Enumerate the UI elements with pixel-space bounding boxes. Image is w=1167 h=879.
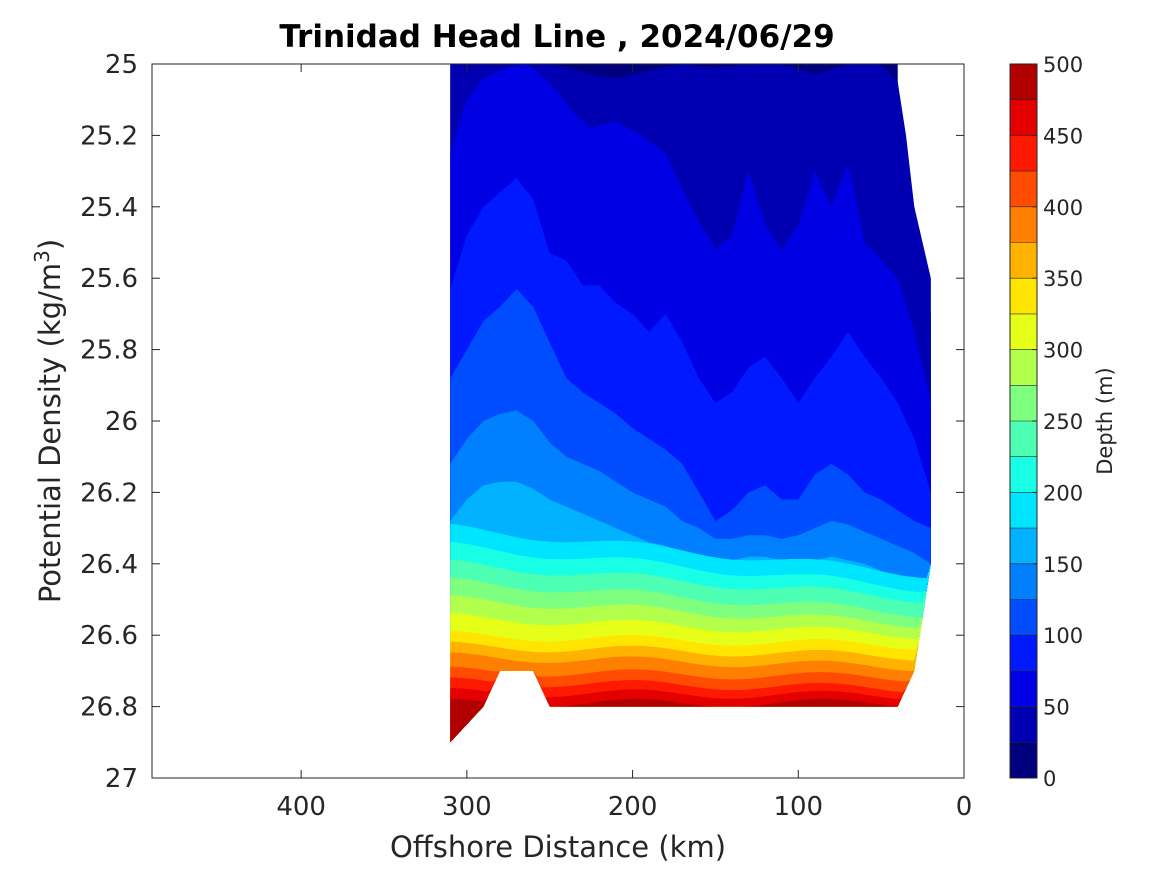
- colorbar-swatch: [1010, 492, 1037, 529]
- colorbar-tick-label: 200: [1043, 481, 1083, 505]
- chart-title: Trinidad Head Line , 2024/06/29: [279, 19, 834, 55]
- x-tick-label: 300: [442, 792, 492, 822]
- contour-band: [450, 563, 931, 743]
- colorbar-swatch: [1010, 135, 1037, 172]
- colorbar-swatch: [1010, 599, 1037, 636]
- y-axis-label: Potential Density (kg/m3): [30, 239, 67, 603]
- colorbar-tick-label: 400: [1043, 196, 1083, 220]
- y-axis: 25 25.2 25.4 25.6 25.8 26 26.2 26.4 26.6 26.8 27: [80, 50, 964, 794]
- colorbar-swatch: [1010, 242, 1037, 279]
- colorbar: 0 50 100 150 200 250 300 350 400 450 500: [1009, 53, 1083, 791]
- y-tick-label: 25: [105, 50, 138, 80]
- colorbar-tick-label: 300: [1043, 339, 1083, 363]
- y-tick-label: 25.8: [80, 336, 138, 366]
- colorbar-tick-label: 100: [1043, 624, 1083, 648]
- colorbar-swatch: [1010, 278, 1037, 314]
- y-tick-label: 26: [105, 407, 138, 437]
- y-tick-label: 25.4: [80, 193, 138, 223]
- y-axis-label-close: ): [33, 239, 67, 250]
- colorbar-swatch: [1010, 528, 1037, 564]
- colorbar-swatch: [1010, 171, 1037, 207]
- y-axis-label-superscript: 3: [30, 250, 54, 263]
- colorbar-tick-label: 500: [1043, 53, 1083, 77]
- colorbar-swatch: [1010, 99, 1037, 136]
- x-axis-label: Offshore Distance (km): [390, 830, 726, 864]
- colorbar-label: Depth (m): [1093, 367, 1117, 474]
- y-tick-label: 26.4: [80, 550, 138, 580]
- colorbar-swatch: [1010, 635, 1037, 671]
- colorbar-swatch: [1010, 206, 1037, 243]
- colorbar-tick-label: 350: [1043, 267, 1083, 291]
- contour-layer: [450, 64, 931, 743]
- x-tick-label: 100: [773, 792, 823, 822]
- colorbar-tick-label: 150: [1043, 553, 1083, 577]
- colorbar-tick-label: 450: [1043, 124, 1083, 148]
- colorbar-swatch: [1010, 64, 1037, 100]
- y-tick-label: 26.2: [80, 478, 138, 508]
- contour-band: [450, 563, 931, 743]
- y-tick-label: 26.6: [80, 621, 138, 651]
- colorbar-swatch: [1010, 563, 1037, 600]
- colorbar-swatch: [1010, 349, 1037, 386]
- y-tick-label: 27: [105, 764, 138, 794]
- colorbar-swatch: [1010, 313, 1037, 350]
- x-tick-label: 0: [956, 792, 973, 822]
- colorbar-swatch: [1010, 670, 1037, 707]
- colorbar-tick-label: 250: [1043, 410, 1083, 434]
- x-axis: 400 300 200 100 0: [276, 64, 972, 822]
- colorbar-tick-label: 0: [1043, 767, 1056, 791]
- y-tick-label: 26.8: [80, 693, 138, 723]
- colorbar-tick-label: 50: [1043, 696, 1070, 720]
- x-tick-label: 400: [276, 792, 326, 822]
- colorbar-swatch: [1010, 421, 1037, 457]
- colorbar-swatch: [1010, 385, 1037, 421]
- colorbar-swatch: [1010, 742, 1037, 778]
- colorbar-swatch: [1010, 706, 1037, 743]
- colorbar-swatch: [1010, 456, 1037, 493]
- y-axis-label-main: Potential Density (kg/m: [33, 263, 67, 603]
- y-tick-label: 25.6: [80, 264, 138, 294]
- x-tick-label: 200: [608, 792, 658, 822]
- y-tick-label: 25.2: [80, 121, 138, 151]
